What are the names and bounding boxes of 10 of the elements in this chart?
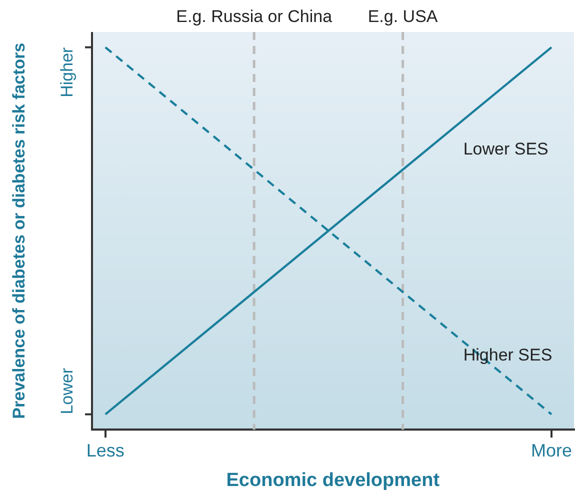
y-axis-title: Prevalence of diabetes or diabetes risk factors — [10, 42, 29, 419]
text: Higher — [58, 46, 77, 98]
x-axis-title: Economic development — [226, 470, 440, 491]
x-tick-label: Less — [86, 440, 124, 460]
text: Lower — [58, 368, 77, 414]
series-label: Higher SES — [463, 345, 552, 364]
x-tick-label: E.g. USA — [368, 7, 438, 26]
series-label: Lower SES — [463, 140, 548, 159]
x-tick-label: E.g. Russia or China — [176, 7, 333, 26]
x-tick-label: More — [530, 440, 572, 460]
